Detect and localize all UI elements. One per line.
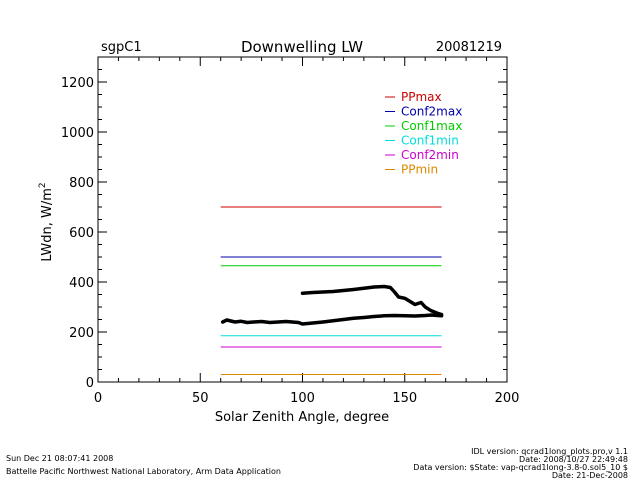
x-axis-label: Solar Zenith Angle, degree: [215, 410, 389, 425]
y-tick-label: 200: [69, 326, 94, 341]
limit-lines-group: [220, 206, 442, 375]
footer-right-line4: Date: 21-Dec-2008: [552, 471, 628, 480]
x-tick-label: 0: [94, 391, 102, 406]
x-tick-label: 100: [290, 391, 315, 406]
y-tick-label: 1200: [61, 76, 94, 91]
y-axis-label-text: LWdn, W/m: [40, 188, 55, 262]
data-series-1: [220, 313, 444, 326]
footer-left-line2: Battelle Pacific Northwest National Labo…: [6, 467, 281, 476]
y-axis-label-sup: 2: [38, 182, 48, 188]
x-tick-label: 150: [392, 391, 417, 406]
legend: PPmaxConf2maxConf1maxConf1minConf2minPPm…: [385, 90, 462, 177]
y-tick-label: 800: [69, 176, 94, 191]
y-tick-label: 0: [86, 376, 94, 391]
chart-title: Downwelling LW: [241, 38, 363, 56]
footer-right-line3: Data version: $State: vap-qcrad1long-3.8…: [413, 463, 628, 472]
y-tick-label: 600: [69, 226, 94, 241]
series-group: [220, 284, 444, 326]
footer-right-line1: IDL version: qcrad1long_plots.pro,v 1.1: [471, 447, 628, 456]
legend-label-conf2min: Conf2min: [401, 148, 459, 162]
y-tick-label: 1000: [61, 126, 94, 141]
legend-label-ppmax: PPmax: [401, 90, 442, 104]
legend-label-conf1max: Conf1max: [401, 119, 462, 133]
x-tick-label: 50: [192, 391, 209, 406]
y-axis-label: LWdn, W/m2: [38, 182, 55, 261]
x-tick-label: 200: [495, 391, 520, 406]
legend-label-ppmin: PPmin: [401, 163, 438, 177]
data-series-2: [300, 284, 444, 317]
legend-label-conf2max: Conf2max: [401, 105, 462, 119]
y-tick-label: 400: [69, 276, 94, 291]
date-label: 20081219: [436, 40, 502, 55]
footer-left-line1: Sun Dec 21 08:07:41 2008: [6, 454, 113, 463]
axes-group: 0 50 100 150 200 0 200 400 600 800 1000 1200: [61, 57, 520, 406]
site-label: sgpC1: [101, 40, 142, 55]
footer-right-line2: Date: 2008/10/27 22:49:48: [519, 455, 628, 464]
legend-label-conf1min: Conf1min: [401, 134, 459, 148]
